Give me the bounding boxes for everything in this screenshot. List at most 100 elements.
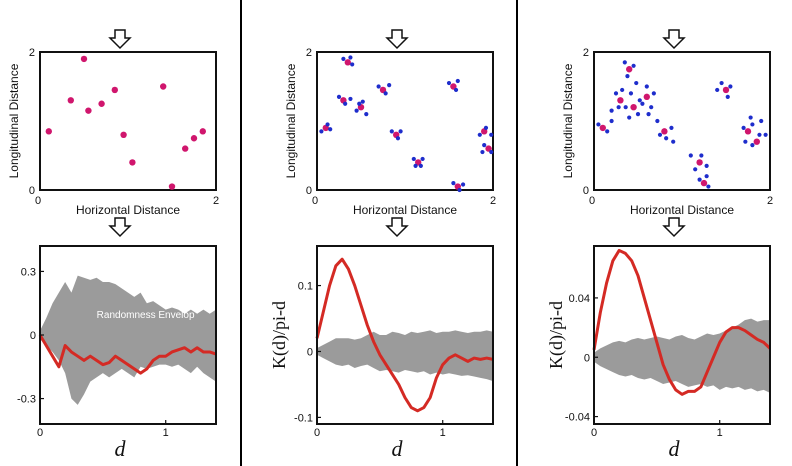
data-point-offspring-28 [697,177,702,182]
data-point-parent-5 [696,159,703,166]
data-point-offspring-12 [649,105,654,110]
data-point-offspring-19 [413,163,418,168]
data-point-offspring-24 [719,80,724,86]
arrow-top-3-shape [662,29,686,50]
data-point-offspring-34 [743,139,748,144]
data-point-offspring-11 [383,91,388,96]
k-function-panel-3: 0.040-0.040 1dK(d)/pi-d [546,245,772,461]
y-tick-label-0: 0.1 [298,281,313,293]
data-point-offspring-2 [328,127,333,132]
scatter-panel-3: 2 00 2 Horizontal Distance Longitudinal Dist… [561,47,773,217]
k-function-panel-1: Randomness Envelop 0.3 0 -0.3 0 1 d [17,245,217,461]
x-tick-label-right: 2 [213,195,219,207]
randomness-envelope [40,275,216,405]
data-point-offspring-18 [669,125,674,130]
x-tick-label-right: 2 [767,195,773,207]
plot-frame [593,51,771,191]
envelope-label: Randomness Envelop [97,310,195,321]
data-point-offspring-10 [376,84,381,89]
data-point-offspring-2 [609,118,614,124]
data-point-parent-8 [744,128,752,135]
data-point-offspring-31 [480,149,485,155]
data-point-offspring-34 [348,55,353,60]
data-point-offspring-6 [354,108,359,113]
data-point-offspring-29 [482,143,487,148]
arrow-mid-3-shape [662,217,686,238]
data-point-parent-11 [190,135,198,142]
data-point-parent-9 [485,145,492,152]
data-point-offspring-22 [699,153,704,158]
data-point-offspring-3 [336,94,342,99]
data-point-offspring-38 [748,115,753,120]
y-tick-label-0: 0.3 [21,266,36,278]
data-point-offspring-10 [628,91,634,96]
data-point-parent-0 [599,124,606,132]
x-tick-label-right: 2 [490,195,496,207]
x-tick-label-left: 0 [589,195,595,207]
data-point-offspring-32 [341,56,346,62]
data-point-offspring-25 [460,182,466,187]
x-axis-label: Horizontal Distance [630,203,734,217]
y-tick-label-1: 0 [30,330,36,342]
data-point-offspring-18 [420,156,425,162]
data-point-offspring-20 [446,80,452,86]
data-point-parent-9 [753,138,760,145]
arrow-top-2-shape [385,29,409,50]
data-point-offspring-11 [644,84,649,89]
data-point-parent-3 [85,107,92,114]
data-point-offspring-19 [671,139,676,144]
data-point-offspring-30 [704,174,709,179]
arrow-mid-2 [385,217,409,238]
arrow-mid-1 [108,217,132,238]
scatter-panel-1: 2 00 2 Horizontal Distance Longitudinal Dist… [7,47,219,217]
data-point-offspring-16 [411,156,416,162]
y-tick-label-top: 2 [306,47,312,59]
data-point-offspring-27 [483,125,489,130]
data-point-offspring-7 [360,99,365,104]
data-point-offspring-28 [489,132,494,137]
y-axis-label: K(d)/pi-d [269,301,290,369]
data-point-offspring-39 [622,60,627,65]
arrow-top-1 [108,29,132,50]
plot-frame [39,51,217,191]
y-axis-label: Longitudinal Distance [284,63,298,178]
data-point-parent-2 [80,55,88,63]
data-point-parent-10 [344,59,351,66]
y-tick-label-1: 0 [307,346,313,358]
y-tick-label-bottom: 0 [583,185,589,197]
data-point-offspring-13 [389,129,394,134]
data-point-offspring-0 [596,122,601,127]
data-point-parent-12 [199,128,206,135]
x-axis-label: d [115,436,127,461]
k-function-line [315,257,494,413]
x-tick-label-0: 0 [314,427,320,439]
data-point-parent-3 [379,86,387,94]
y-tick-label-2: -0.1 [294,412,313,424]
data-point-parent-1 [617,97,624,104]
arrow-top-3 [662,29,686,50]
y-tick-label-0: 0.04 [569,293,590,305]
data-point-offspring-4 [620,87,625,93]
y-tick-label-bottom: 0 [306,185,312,197]
k-function-line [592,248,772,396]
x-axis-label: d [669,436,681,461]
data-point-offspring-7 [627,115,632,120]
data-point-offspring-12 [387,83,392,88]
data-point-parent-10 [182,145,189,152]
data-point-offspring-8 [635,112,641,117]
data-point-offspring-16 [657,132,663,137]
data-point-offspring-14 [640,101,645,106]
data-point-parent-5 [111,86,119,94]
data-point-offspring-35 [750,143,755,148]
y-tick-label-top: 2 [583,47,589,59]
data-point-offspring-13 [651,91,656,96]
data-point-offspring-14 [395,136,401,141]
y-tick-label-bottom: 0 [29,185,35,197]
data-point-offspring-5 [623,105,628,110]
k-function-line [38,334,217,375]
data-point-offspring-23 [451,181,456,186]
arrow-top-2 [385,29,409,50]
data-point-offspring-27 [715,87,720,93]
data-point-parent-6 [722,86,730,94]
data-point-parent-8 [160,83,167,90]
